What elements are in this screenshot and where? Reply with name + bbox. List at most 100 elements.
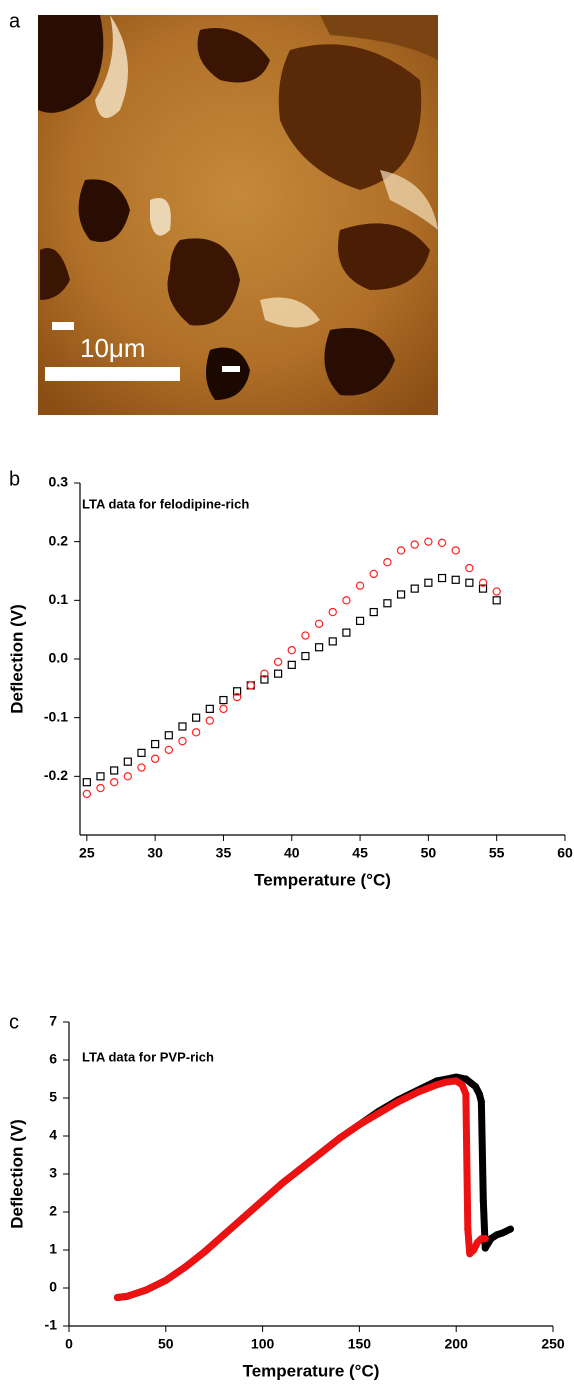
circle-marker bbox=[260, 669, 269, 678]
circle-marker bbox=[355, 581, 365, 590]
circle-marker bbox=[123, 1292, 131, 1300]
square-marker bbox=[492, 596, 501, 605]
circle-marker bbox=[82, 789, 92, 799]
x-tick-label: 150 bbox=[348, 1336, 372, 1352]
circle-marker bbox=[477, 1098, 485, 1106]
square-marker bbox=[410, 584, 419, 593]
circle-marker bbox=[219, 704, 228, 714]
y-tick-label: 7 bbox=[49, 1013, 57, 1029]
square-marker bbox=[369, 607, 378, 617]
x-tick-label: 100 bbox=[251, 1336, 275, 1352]
circle-marker bbox=[462, 1090, 470, 1098]
square-marker bbox=[478, 584, 488, 593]
y-tick-label: -0.1 bbox=[44, 708, 68, 724]
panel-label: b bbox=[9, 468, 20, 490]
y-tick-label: 1 bbox=[49, 1241, 57, 1257]
circle-marker bbox=[479, 1197, 487, 1205]
scale-bar bbox=[45, 367, 180, 381]
circle-marker bbox=[220, 1231, 228, 1239]
circle-marker bbox=[287, 646, 296, 655]
circle-marker bbox=[375, 1109, 383, 1117]
y-tick-label: -1 bbox=[45, 1317, 58, 1333]
y-tick-label: 0.0 bbox=[49, 650, 69, 666]
circle-marker bbox=[137, 763, 146, 772]
x-tick-label: 35 bbox=[216, 845, 232, 861]
circle-marker bbox=[464, 1225, 472, 1233]
scale-bar-label: 10μm bbox=[80, 333, 146, 363]
square-marker bbox=[137, 748, 146, 757]
y-tick-label: -0.2 bbox=[44, 767, 68, 783]
circle-marker bbox=[424, 537, 433, 546]
circle-marker bbox=[142, 1286, 150, 1294]
circle-marker bbox=[481, 1235, 489, 1243]
circle-marker bbox=[109, 778, 119, 787]
x-axis-label: Temperature (°C) bbox=[254, 870, 391, 889]
circle-marker bbox=[113, 1294, 121, 1301]
square-marker bbox=[355, 616, 365, 625]
y-tick-label: 0.2 bbox=[49, 532, 69, 548]
chart-title: LTA data for PVP-rich bbox=[82, 1049, 214, 1064]
square-marker bbox=[383, 599, 392, 608]
circle-marker bbox=[181, 1263, 189, 1271]
circle-marker bbox=[201, 1248, 209, 1256]
square-marker bbox=[151, 739, 160, 749]
circle-marker bbox=[273, 657, 283, 667]
y-tick-label: 6 bbox=[49, 1051, 57, 1067]
y-tick-label: 4 bbox=[49, 1127, 57, 1143]
square-marker bbox=[437, 573, 447, 583]
square-marker bbox=[465, 578, 474, 587]
circle-marker bbox=[301, 631, 310, 640]
data-line bbox=[113, 1077, 489, 1301]
circle-marker bbox=[481, 1244, 489, 1252]
square-marker bbox=[260, 675, 269, 684]
y-axis-label: Deflection (V) bbox=[7, 604, 26, 714]
data-line bbox=[113, 1073, 514, 1301]
circle-marker bbox=[297, 1164, 305, 1172]
circle-marker bbox=[150, 754, 160, 763]
circle-marker bbox=[246, 681, 255, 690]
square-marker bbox=[233, 687, 242, 696]
circle-marker bbox=[369, 569, 378, 579]
circle-marker bbox=[451, 546, 460, 555]
y-tick-label: 0 bbox=[49, 1279, 57, 1295]
y-tick-label: 0.3 bbox=[49, 474, 69, 490]
square-marker bbox=[123, 757, 132, 766]
circle-marker bbox=[470, 1246, 478, 1254]
square-marker bbox=[96, 772, 105, 781]
circle-marker bbox=[164, 745, 174, 755]
circle-marker bbox=[478, 578, 488, 587]
x-tick-label: 30 bbox=[147, 845, 163, 861]
square-marker bbox=[219, 695, 228, 705]
square-marker bbox=[424, 578, 433, 587]
x-tick-label: 25 bbox=[79, 845, 95, 861]
circle-marker bbox=[162, 1276, 170, 1284]
panel-label: c bbox=[9, 1011, 19, 1033]
square-marker bbox=[205, 704, 214, 713]
circle-marker bbox=[123, 772, 133, 781]
circle-marker bbox=[205, 716, 214, 725]
circle-marker bbox=[472, 1083, 480, 1091]
square-marker bbox=[178, 722, 187, 731]
circle-marker bbox=[493, 1231, 501, 1239]
circle-marker bbox=[506, 1225, 514, 1233]
circle-marker bbox=[96, 783, 105, 793]
circle-marker bbox=[342, 596, 351, 605]
square-marker bbox=[314, 643, 324, 652]
square-marker bbox=[287, 660, 296, 669]
square-marker bbox=[82, 778, 91, 787]
circle-marker bbox=[487, 1235, 495, 1243]
circle-marker bbox=[336, 1134, 344, 1142]
x-tick-label: 40 bbox=[284, 845, 300, 861]
x-tick-label: 50 bbox=[158, 1336, 174, 1352]
circle-marker bbox=[317, 1149, 325, 1157]
square-marker bbox=[451, 575, 460, 584]
x-tick-label: 0 bbox=[65, 1336, 73, 1352]
circle-marker bbox=[437, 538, 447, 548]
y-tick-label: 3 bbox=[49, 1165, 57, 1181]
circle-marker bbox=[191, 728, 201, 737]
square-marker bbox=[192, 713, 201, 722]
x-tick-label: 55 bbox=[489, 845, 505, 861]
circle-marker bbox=[465, 563, 474, 573]
x-axis-label: Temperature (°C) bbox=[243, 1361, 380, 1380]
